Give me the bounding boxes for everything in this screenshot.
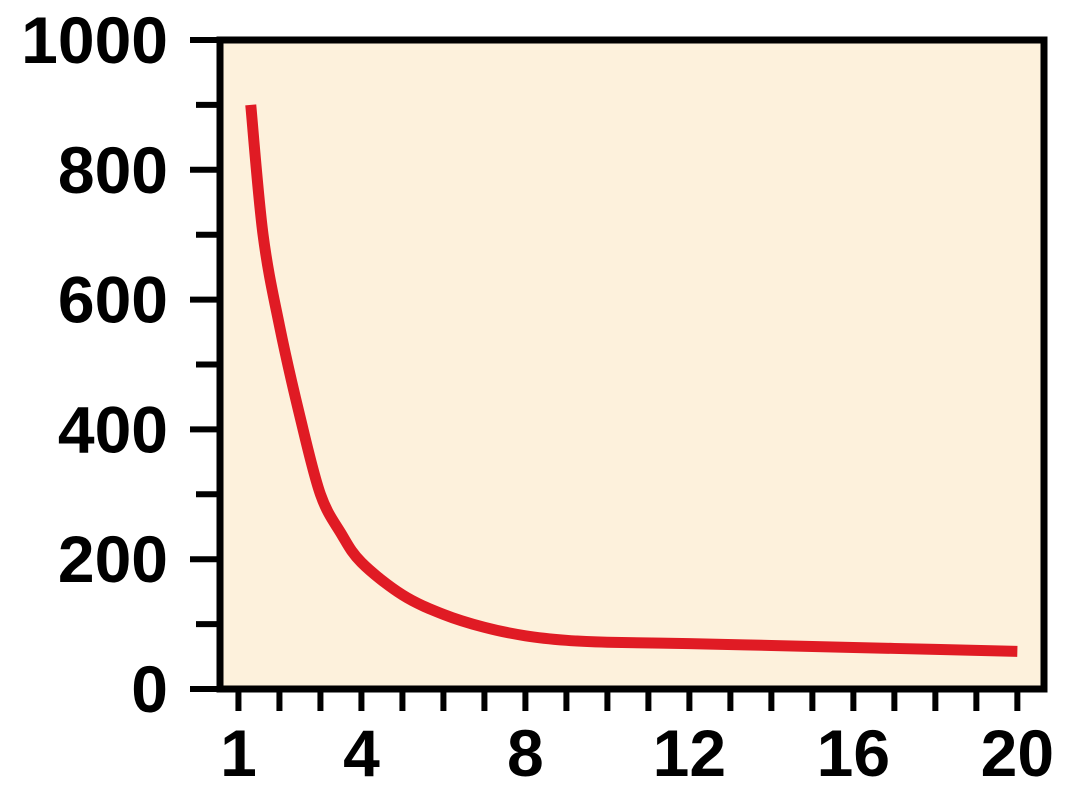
y-tick-label: 400 [58, 392, 168, 466]
y-tick-label: 0 [131, 652, 168, 726]
x-tick-labels: 1 4 8 12 16 20 [220, 716, 1054, 789]
y-tick-label: 800 [58, 133, 168, 207]
y-tick-label: 1000 [21, 3, 168, 77]
x-tick-label: 1 [220, 716, 257, 789]
x-tick-label: 20 [981, 716, 1054, 789]
y-minor-ticks [190, 37, 220, 692]
x-tick-label: 4 [343, 716, 380, 789]
y-tick-label: 600 [58, 263, 168, 337]
y-tick-labels: 0 200 400 600 800 1000 [21, 3, 168, 726]
data-line [245, 104, 1018, 657]
x-minor-ticks [235, 689, 1021, 711]
plot-frame [216, 36, 1048, 693]
x-tick-label: 12 [653, 716, 726, 789]
y-tick-label: 200 [58, 522, 168, 596]
x-tick-label: 16 [817, 716, 890, 789]
plot-area [220, 40, 1044, 689]
x-tick-label: 8 [507, 716, 544, 789]
